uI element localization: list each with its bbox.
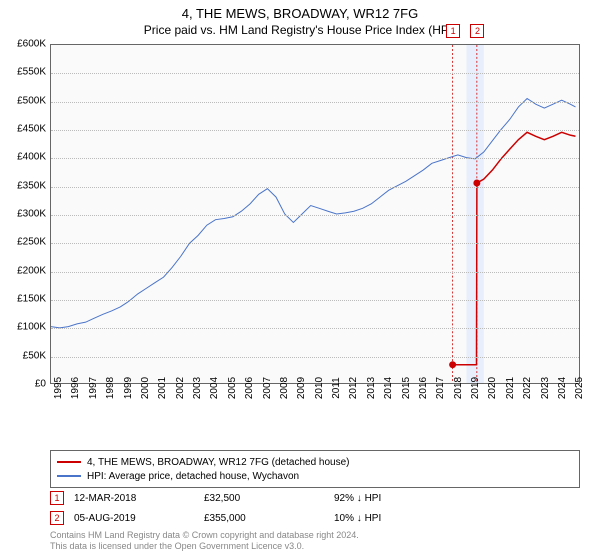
chart-area: £0 £50K £100K £150K £200K £250K £300K £350K £400… [0,44,600,444]
y-tick-label: £600K [2,39,46,50]
x-tick-label: 2002 [175,377,186,399]
x-tick-label: 2009 [296,377,307,399]
callout-marker: 1 [446,24,460,38]
transaction-num-box: 1 [50,491,64,505]
x-tick-label: 2006 [244,377,255,399]
x-tick-label: 2008 [279,377,290,399]
chart-title: 4, THE MEWS, BROADWAY, WR12 7FG [0,6,600,21]
x-tick-label: 2020 [487,377,498,399]
x-tick-label: 1998 [105,377,116,399]
gridline [51,272,579,273]
x-tick-label: 2019 [470,377,481,399]
gridline [51,130,579,131]
gridline [51,158,579,159]
down-arrow-icon: ↓ [357,513,362,524]
gridline [51,243,579,244]
transaction-price: £32,500 [204,493,324,504]
x-tick-label: 2017 [435,377,446,399]
y-tick-label: £350K [2,180,46,191]
x-tick-label: 2011 [331,377,342,399]
y-tick-label: £450K [2,124,46,135]
y-tick-label: £0 [2,379,46,390]
gridline [51,102,579,103]
y-tick-label: £500K [2,95,46,106]
x-tick-label: 1995 [53,377,64,399]
y-tick-label: £50K [2,350,46,361]
x-tick-label: 2022 [522,377,533,399]
x-tick-label: 2023 [540,377,551,399]
x-tick-label: 2001 [157,377,168,399]
x-tick-label: 2018 [453,377,464,399]
y-tick-label: £100K [2,322,46,333]
legend-row: HPI: Average price, detached house, Wych… [57,469,573,483]
legend-swatch-hpi [57,475,81,477]
x-tick-label: 2013 [366,377,377,399]
legend-row: 4, THE MEWS, BROADWAY, WR12 7FG (detache… [57,455,573,469]
y-tick-label: £400K [2,152,46,163]
y-tick-label: £150K [2,294,46,305]
x-tick-label: 2015 [401,377,412,399]
table-row: 2 05-AUG-2019 £355,000 10% ↓ HPI [50,508,580,528]
x-tick-label: 2024 [557,377,568,399]
chart-svg [51,45,579,383]
x-tick-label: 2005 [227,377,238,399]
chart-subtitle: Price paid vs. HM Land Registry's House … [0,23,600,37]
x-tick-label: 2010 [314,377,325,399]
title-block: 4, THE MEWS, BROADWAY, WR12 7FG Price pa… [0,0,600,37]
y-tick-label: £250K [2,237,46,248]
gridline [51,328,579,329]
callout-marker: 2 [470,24,484,38]
x-tick-label: 1996 [70,377,81,399]
chart-container: 4, THE MEWS, BROADWAY, WR12 7FG Price pa… [0,0,600,560]
legend-label-paid: 4, THE MEWS, BROADWAY, WR12 7FG (detache… [87,457,350,468]
gridline [51,73,579,74]
x-tick-label: 2007 [262,377,273,399]
transaction-date: 12-MAR-2018 [74,493,194,504]
x-tick-label: 2021 [505,377,516,399]
y-tick-label: £200K [2,265,46,276]
x-tick-label: 2003 [192,377,203,399]
legend-label-hpi: HPI: Average price, detached house, Wych… [87,471,299,482]
x-tick-label: 2000 [140,377,151,399]
gridline [51,215,579,216]
gridline [51,187,579,188]
x-tick-label: 2004 [209,377,220,399]
down-arrow-icon: ↓ [357,493,362,504]
x-tick-label: 1999 [123,377,134,399]
transactions-table: 1 12-MAR-2018 £32,500 92% ↓ HPI 2 05-AUG… [50,488,580,528]
transaction-pct: 92% ↓ HPI [334,493,454,504]
y-tick-label: £550K [2,67,46,78]
x-tick-label: 2014 [383,377,394,399]
legend-swatch-paid [57,461,81,463]
transaction-price: £355,000 [204,513,324,524]
transaction-date: 05-AUG-2019 [74,513,194,524]
gridline [51,300,579,301]
x-tick-label: 2016 [418,377,429,399]
x-tick-label: 2025 [574,377,585,399]
footer-line: This data is licensed under the Open Gov… [50,541,580,552]
legend-box: 4, THE MEWS, BROADWAY, WR12 7FG (detache… [50,450,580,488]
transaction-pct: 10% ↓ HPI [334,513,454,524]
transaction-num-box: 2 [50,511,64,525]
footer: Contains HM Land Registry data © Crown c… [50,530,580,553]
y-tick-label: £300K [2,209,46,220]
x-tick-label: 1997 [88,377,99,399]
series-hpi [51,98,576,327]
gridline [51,357,579,358]
x-tick-label: 2012 [348,377,359,399]
footer-line: Contains HM Land Registry data © Crown c… [50,530,580,541]
table-row: 1 12-MAR-2018 £32,500 92% ↓ HPI [50,488,580,508]
plot-area [50,44,580,384]
